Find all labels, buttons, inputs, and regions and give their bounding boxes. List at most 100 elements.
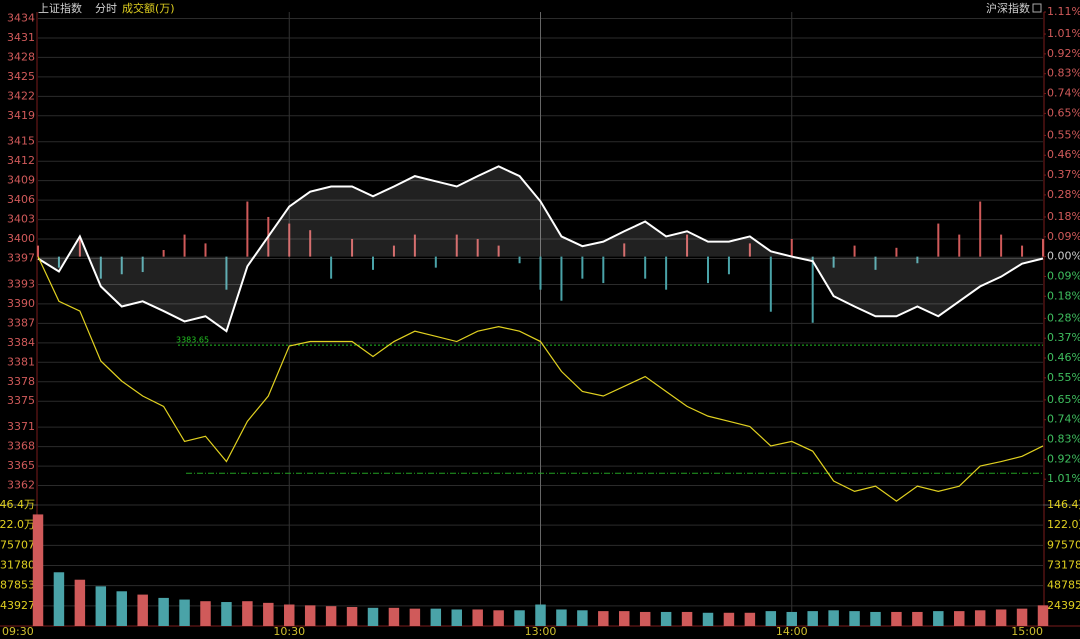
volume-bar bbox=[765, 611, 777, 626]
volume-bar bbox=[179, 599, 190, 626]
volume-tick-label-right: 731780 bbox=[1047, 559, 1080, 572]
volume-bar bbox=[870, 611, 881, 626]
volume-bar bbox=[974, 610, 986, 626]
y-tick-label: 3419 bbox=[7, 109, 35, 122]
volume-bar bbox=[1037, 605, 1049, 626]
index-switch[interactable]: 沪深指数 bbox=[986, 1, 1030, 15]
volume-bar bbox=[535, 604, 546, 626]
volume-tick-label: 731780 bbox=[0, 559, 35, 572]
y-tick-label: 3406 bbox=[7, 193, 35, 206]
y-tick-label: 3368 bbox=[7, 440, 35, 453]
volume-bar bbox=[200, 601, 211, 626]
volume-bar bbox=[158, 597, 169, 626]
y-tick-label: 3381 bbox=[7, 355, 35, 368]
y2-tick-label: 0.74% bbox=[1047, 87, 1080, 100]
y2-tick-label: 1.01% bbox=[1047, 472, 1080, 485]
volume-bar bbox=[346, 606, 358, 626]
volume-bar bbox=[681, 611, 693, 626]
volume-bar bbox=[32, 514, 44, 626]
y-tick-label: 3390 bbox=[7, 297, 35, 310]
volume-bar bbox=[577, 610, 588, 626]
volume-bar bbox=[74, 579, 86, 626]
volume-bar bbox=[702, 612, 714, 626]
volume-tick-label: 243927 bbox=[0, 599, 35, 612]
y-tick-label: 3365 bbox=[7, 459, 35, 472]
y-tick-label: 3400 bbox=[7, 232, 35, 245]
volume-bar bbox=[619, 611, 630, 626]
volume-tick-label: 146.4万 bbox=[0, 498, 35, 511]
y2-tick-label: 0.65% bbox=[1047, 393, 1080, 406]
y-tick-label: 3403 bbox=[7, 213, 35, 226]
volume-bar bbox=[493, 610, 504, 626]
y2-tick-label: 0.55% bbox=[1047, 371, 1080, 384]
volume-tick-label-right: 975707 bbox=[1047, 538, 1080, 551]
volume-bar bbox=[723, 612, 735, 626]
y2-tick-label: 1.11% bbox=[1047, 5, 1080, 18]
volume-bar bbox=[891, 611, 902, 626]
volume-bar bbox=[933, 611, 944, 626]
volume-bar bbox=[472, 609, 483, 626]
x-tick-label: 13:00 bbox=[525, 625, 557, 638]
y-tick-label: 3393 bbox=[7, 277, 35, 290]
volume-bar bbox=[660, 611, 672, 626]
reference-label: 3383.65 bbox=[176, 336, 209, 345]
volume-bar bbox=[744, 612, 756, 626]
volume-bar bbox=[409, 608, 421, 626]
volume-bar bbox=[954, 611, 965, 626]
y-tick-label: 3362 bbox=[7, 479, 35, 492]
y-tick-label: 3428 bbox=[7, 50, 35, 63]
series-line bbox=[37, 256, 1044, 502]
volume-bar bbox=[284, 604, 295, 626]
y2-tick-label: 0.55% bbox=[1047, 128, 1080, 141]
y2-tick-label: 0.83% bbox=[1047, 433, 1080, 446]
y-tick-label: 3434 bbox=[7, 11, 35, 24]
volume-bar bbox=[53, 572, 65, 626]
y-tick-label: 3375 bbox=[7, 394, 35, 407]
volume-bar bbox=[807, 611, 818, 626]
volume-bar bbox=[367, 607, 379, 626]
volume-tick-label: 487853 bbox=[0, 579, 35, 592]
volume-bar bbox=[995, 609, 1007, 626]
y2-tick-label: 0.37% bbox=[1047, 331, 1080, 344]
y-tick-label: 3371 bbox=[7, 420, 35, 433]
y2-tick-label: 0.09% bbox=[1047, 230, 1080, 243]
y2-tick-label: 0.18% bbox=[1047, 210, 1080, 223]
volume-bar bbox=[1016, 608, 1028, 626]
y-tick-label: 3384 bbox=[7, 336, 35, 349]
indicator[interactable]: 成交额(万) bbox=[122, 1, 175, 15]
mode[interactable]: 分时 bbox=[95, 2, 117, 15]
volume-bar bbox=[786, 611, 797, 626]
volume-tick-label-right: 243927 bbox=[1047, 599, 1080, 612]
y2-tick-label: 0.83% bbox=[1047, 67, 1080, 80]
volume-tick-label: 122.0万 bbox=[0, 518, 35, 531]
y-tick-label: 3422 bbox=[7, 89, 35, 102]
y-tick-label: 3412 bbox=[7, 154, 35, 167]
y-tick-label: 3397 bbox=[7, 252, 35, 265]
volume-tick-label-right: 146.4万 bbox=[1047, 498, 1080, 511]
volume-bar bbox=[95, 586, 107, 626]
y2-tick-label: 0.74% bbox=[1047, 413, 1080, 426]
volume-bar bbox=[451, 609, 462, 626]
volume-bar bbox=[598, 611, 609, 626]
y2-tick-label: 0.46% bbox=[1047, 351, 1080, 364]
x-tick-label: 15:00 bbox=[1011, 625, 1043, 638]
y2-tick-label: 0.09% bbox=[1047, 269, 1080, 282]
y-tick-label: 3425 bbox=[7, 70, 35, 83]
volume-bar bbox=[304, 605, 316, 626]
y2-tick-label: 1.01% bbox=[1047, 27, 1080, 40]
volume-bar bbox=[325, 606, 337, 626]
y-tick-label: 3431 bbox=[7, 31, 35, 44]
y2-tick-label: 0.28% bbox=[1047, 188, 1080, 201]
y-tick-label: 3378 bbox=[7, 375, 35, 388]
y-tick-label: 3415 bbox=[7, 135, 35, 148]
switch-box[interactable] bbox=[1032, 3, 1042, 13]
volume-bar bbox=[137, 594, 148, 626]
title: 上证指数 bbox=[38, 1, 82, 15]
volume-bar bbox=[912, 611, 923, 626]
volume-bar bbox=[828, 610, 839, 626]
y2-tick-label: 0.92% bbox=[1047, 452, 1080, 465]
volume-bar bbox=[221, 602, 232, 626]
volume-bar bbox=[430, 608, 442, 626]
